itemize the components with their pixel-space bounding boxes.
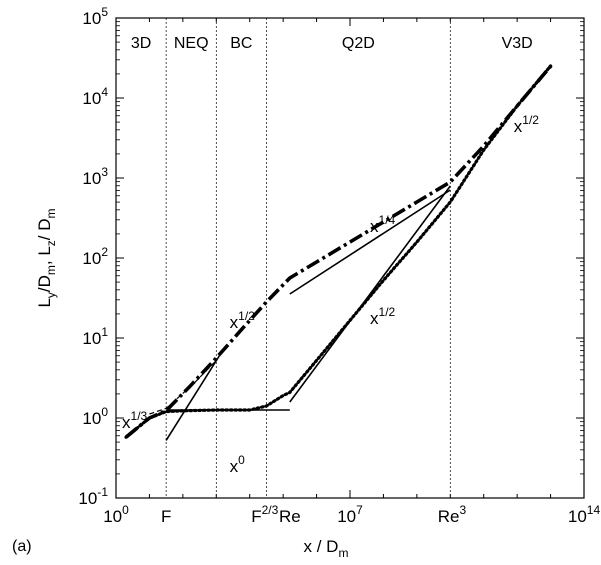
y-tick-label: 105 — [82, 5, 108, 28]
slope-annotation: x1/2 — [230, 309, 256, 332]
series-line-solid — [289, 189, 451, 295]
x-axis-title: x / Dm — [304, 537, 349, 560]
region-label: NEQ — [174, 35, 209, 52]
slope-annotation: x1/3 — [122, 409, 148, 432]
x-tick-label: 107 — [337, 503, 363, 526]
y-axis-title: Ly/Dm, Lz/ Dm — [35, 208, 58, 307]
region-label: V3D — [502, 35, 533, 52]
x-tick-label: 100 — [103, 503, 129, 526]
region-label: Q2D — [342, 35, 375, 52]
x-marker-label: F — [161, 507, 171, 526]
series-line-dashdot — [124, 63, 554, 439]
plot-frame — [115, 17, 585, 499]
y-tick-label: 101 — [82, 325, 108, 348]
series-line-solid — [165, 349, 224, 441]
panel-label: (a) — [12, 538, 32, 555]
annotations: x1/3 x0 x1/2 x1/4 x1/2 x1/2 — [122, 113, 539, 476]
x-marker-label: Re3 — [438, 503, 467, 526]
x-tick-label: 1014 — [568, 503, 601, 526]
region-boundaries: 3D NEQ BC Q2D V3D — [131, 18, 533, 498]
region-label: BC — [230, 35, 252, 52]
series-line-dotted — [124, 64, 553, 439]
y-tick-label: 103 — [82, 165, 108, 188]
series-line-dashed — [149, 359, 217, 415]
y-tick-label: 104 — [82, 85, 108, 108]
slope-annotation: x1/4 — [370, 213, 396, 236]
x-marker-label: F2/3 — [251, 503, 278, 526]
y-tick-label: 10-1 — [78, 485, 108, 508]
slope-annotation: x1/2 — [370, 305, 396, 328]
y-tick-label: 102 — [82, 245, 108, 268]
axis-ticks — [115, 17, 585, 499]
slope-annotation: x0 — [230, 453, 246, 476]
x-marker-label: Re — [279, 507, 301, 526]
slope-annotation: x1/2 — [514, 113, 540, 136]
y-tick-label: 100 — [82, 405, 108, 428]
series-line-solid — [289, 185, 451, 403]
series-layer — [124, 63, 554, 441]
region-label: 3D — [131, 35, 151, 52]
